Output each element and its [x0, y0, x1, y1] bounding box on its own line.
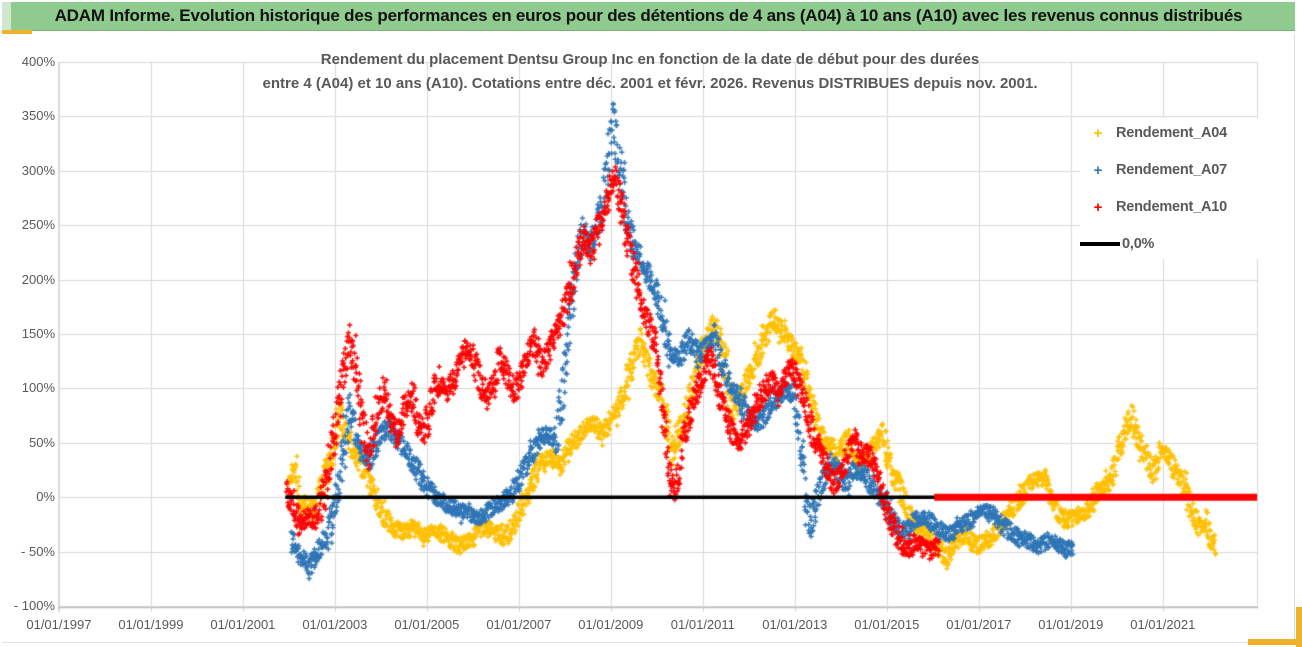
y-tick-label: 50%: [28, 434, 55, 450]
y-tick-label: 200%: [21, 271, 55, 287]
legend-item-a10: + Rendement_A10: [1080, 196, 1280, 218]
y-tick-label: 400%: [21, 54, 55, 69]
y-tick-label: - 100%: [13, 598, 55, 613]
plus-marker-icon: +: [1093, 161, 1103, 179]
y-tick-label: 100%: [21, 380, 55, 396]
legend-item-a04: + Rendement_A04: [1080, 122, 1280, 144]
chart-border-bottom: [2, 642, 1295, 643]
y-tick-label: 300%: [21, 162, 55, 178]
chart-border-right: [1294, 34, 1295, 643]
x-tick-label: 01/01/1999: [118, 617, 184, 632]
legend-label: Rendement_A04: [1116, 125, 1228, 141]
legend-label: Rendement_A10: [1116, 199, 1228, 215]
x-tick-label: 01/01/2017: [946, 617, 1012, 632]
y-tick-label: - 50%: [21, 543, 55, 559]
x-tick-label: 01/01/2005: [394, 617, 460, 632]
gold-accent-bottom-edge: [1248, 639, 1302, 645]
legend-item-a07: + Rendement_A07: [1080, 159, 1280, 181]
chart-title-line1: Rendement du placement Dentsu Group Inc …: [320, 51, 980, 68]
x-tick-label: 01/01/2003: [302, 617, 368, 632]
y-tick-label: 150%: [21, 326, 55, 341]
chart-title: Rendement du placement Dentsu Group Inc …: [120, 48, 1180, 96]
x-tick-label: 01/01/2019: [1038, 617, 1104, 632]
x-tick-label: 01/01/2015: [854, 617, 920, 632]
plus-marker-icon: +: [1093, 124, 1103, 142]
x-tick-label: 01/01/2009: [578, 617, 644, 632]
x-tick-label: 01/01/2011: [670, 617, 735, 632]
legend-label: Rendement_A07: [1116, 162, 1228, 178]
x-tick-label: 01/01/1997: [26, 617, 92, 632]
plus-marker-icon: +: [1093, 198, 1103, 216]
gold-accent-right-edge: [1296, 607, 1302, 647]
x-tick-label: 01/01/2001: [210, 617, 276, 632]
legend-label: 0,0%: [1122, 236, 1155, 252]
chart-title-line2: entre 4 (A04) et 10 ans (A10). Cotations…: [262, 75, 1038, 92]
x-tick-label: 01/01/2013: [762, 617, 828, 632]
x-tick-label: 01/01/2021: [1130, 617, 1196, 632]
zero-line-swatch: [1080, 242, 1120, 246]
y-tick-label: 350%: [21, 108, 55, 124]
legend: + Rendement_A04 + Rendement_A07 + Rendem…: [1080, 118, 1280, 259]
x-tick-label: 01/01/2007: [486, 617, 552, 632]
y-tick-label: 0%: [36, 489, 55, 505]
y-tick-label: 250%: [21, 217, 55, 233]
legend-item-zero-line: 0,0%: [1080, 233, 1280, 255]
